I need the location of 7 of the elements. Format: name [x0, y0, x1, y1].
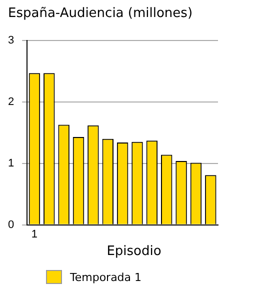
y-tick-label: 2: [8, 96, 14, 108]
y-tick-label: 0: [8, 218, 14, 231]
y-tick-label: 1: [8, 157, 14, 170]
chart-title: España-Audiencia (millones): [8, 6, 193, 21]
y-tick-label: 3: [8, 34, 14, 47]
x-axis-title: Episodio: [106, 244, 162, 259]
legend-label: Temporada 1: [70, 270, 142, 284]
